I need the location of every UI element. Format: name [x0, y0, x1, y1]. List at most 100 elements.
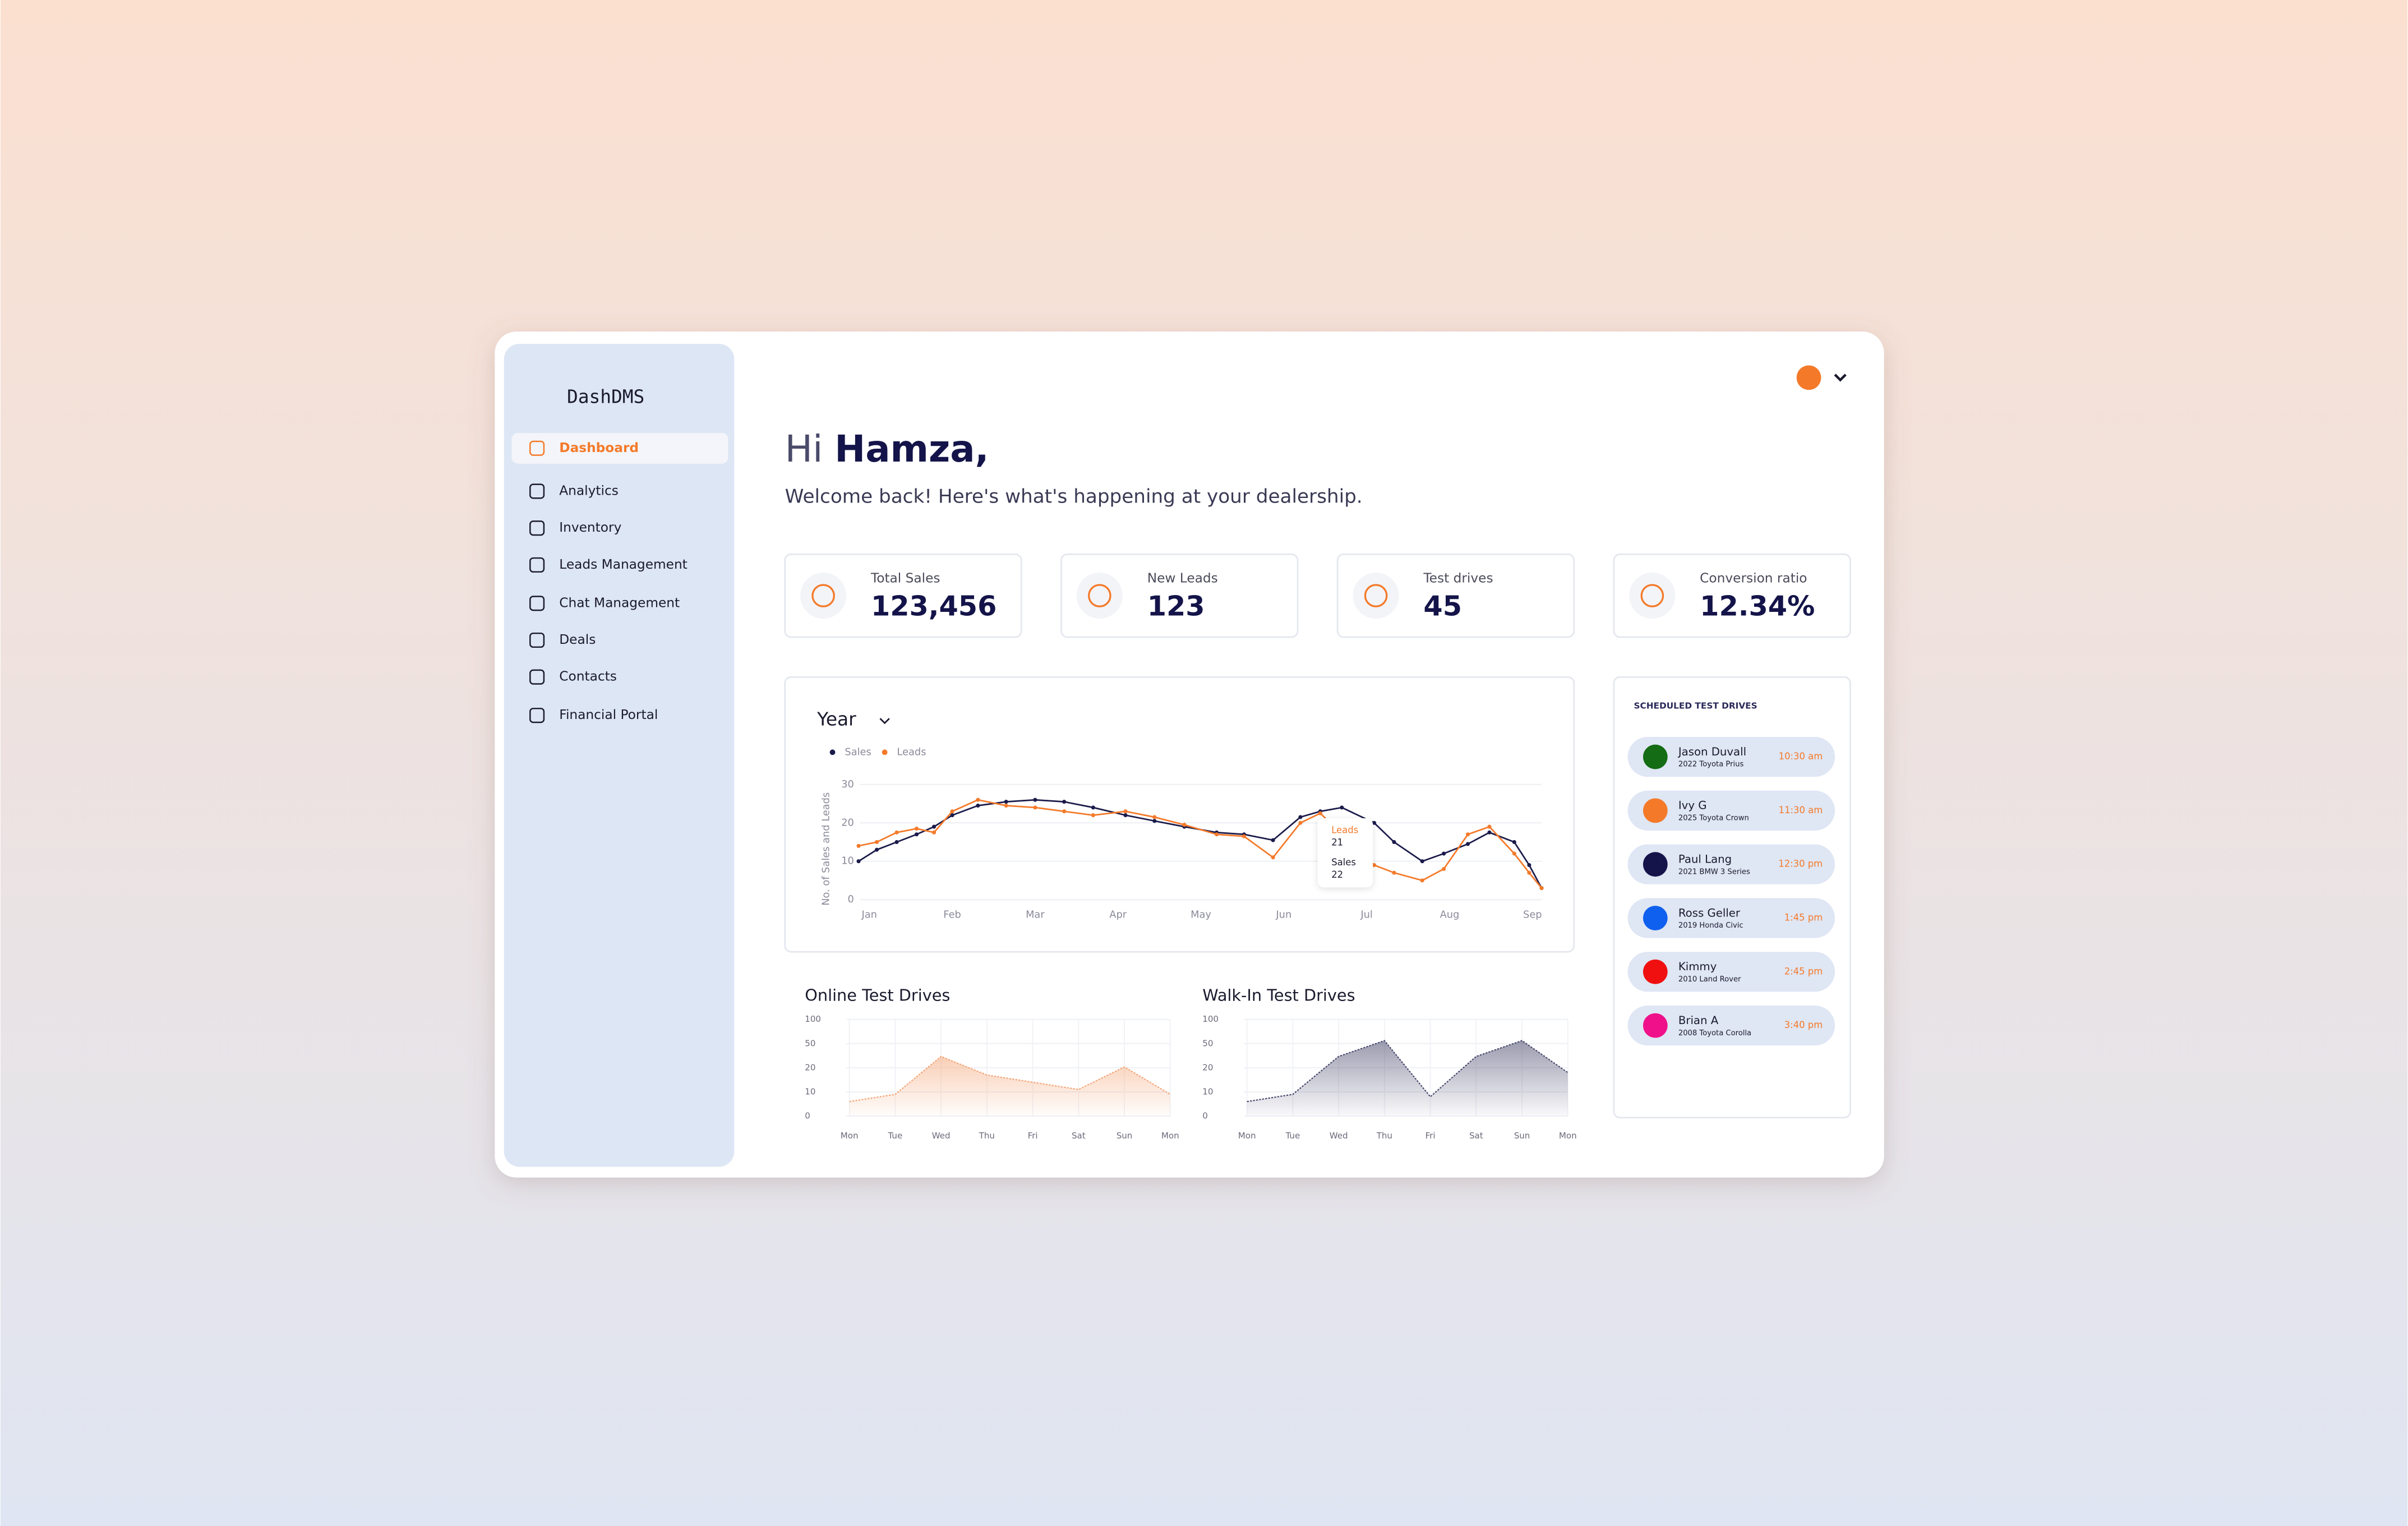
online-chart: Online Test Drives 0 10 20 50 100 Mon Tue Wed Thu… [805, 986, 1179, 1141]
schedule-item[interactable] [1627, 790, 1835, 831]
x-tick-label: Wed [1330, 1131, 1348, 1141]
schedule-car: 2010 Land Rover [1678, 975, 1741, 984]
profile-chevron[interactable] [1834, 374, 1847, 382]
schedule-item[interactable] [1627, 1006, 1835, 1046]
tooltip-name: Leads [1331, 824, 1358, 835]
schedule-item[interactable] [1627, 736, 1835, 777]
schedule-name: Brian A [1678, 1014, 1719, 1027]
data-point [894, 830, 899, 835]
nav-icon [529, 483, 545, 499]
data-point [1152, 819, 1157, 823]
x-tick-label: May [1191, 909, 1211, 921]
area-fill [849, 1056, 1170, 1117]
schedule-time: 3:40 pm [1784, 1020, 1823, 1030]
greeting-hi: Hi [785, 428, 823, 471]
data-point [914, 826, 919, 831]
avatar[interactable] [1796, 365, 1821, 390]
data-point [1215, 832, 1219, 837]
data-point [1442, 851, 1446, 856]
schedule-car: 2022 Toyota Prius [1678, 760, 1744, 769]
data-point [1004, 800, 1008, 804]
data-point [1271, 855, 1275, 860]
y-tick-label: 100 [805, 1014, 821, 1024]
x-tick-label: Feb [943, 909, 961, 921]
nav-item[interactable]: Leads Management [559, 557, 688, 572]
x-tick-label: Fri [1426, 1131, 1436, 1141]
y-tick-label: 10 [1202, 1086, 1213, 1096]
stat-icon-bg [1629, 573, 1676, 619]
schedule-item[interactable] [1627, 952, 1835, 992]
stat-value: 12.34% [1700, 590, 1815, 623]
schedule-car: 2025 Toyota Crown [1678, 814, 1749, 823]
x-tick-label: Apr [1109, 909, 1127, 921]
legend-dot [829, 749, 836, 755]
data-point [856, 843, 861, 848]
area-line [849, 1055, 1171, 1103]
stat-label: Test drives [1423, 571, 1493, 586]
data-point [1062, 809, 1067, 814]
nav-item[interactable]: Deals [559, 632, 596, 647]
schedule-dot [1643, 744, 1668, 769]
data-point [1487, 830, 1492, 835]
data-point [856, 859, 861, 864]
data-point [1465, 832, 1470, 837]
chart-title: Online Test Drives [805, 986, 950, 1005]
nav-icon [529, 632, 545, 648]
stat-value: 123 [1147, 590, 1205, 623]
data-point [931, 824, 937, 829]
x-tick-label: Sun [1514, 1131, 1530, 1141]
stat-label: New Leads [1147, 571, 1218, 586]
schedule-dot [1643, 959, 1668, 984]
data-point [1340, 805, 1344, 810]
x-tick-label: Jun [1275, 909, 1291, 921]
walkin-chart: Walk-In Test Drives 0 10 20 50 100 Mon Tue Wed Th… [1202, 986, 1576, 1141]
tooltip-value: 22 [1331, 869, 1343, 880]
data-point [950, 813, 954, 818]
schedule-name: Ivy G [1678, 799, 1707, 812]
x-tick-label: Mar [1026, 909, 1045, 921]
x-tick-label: Tue [888, 1131, 903, 1141]
nav-item[interactable]: Contacts [559, 669, 617, 684]
chart-title[interactable]: Year [816, 708, 856, 730]
schedule-item[interactable] [1627, 898, 1835, 938]
x-tick-label: Mon [1161, 1131, 1179, 1141]
dropdown-chevron[interactable] [879, 718, 890, 725]
x-tick-label: Mon [1238, 1131, 1256, 1141]
x-tick-label: Sat [1469, 1131, 1483, 1141]
nav-item[interactable]: Analytics [559, 483, 619, 498]
schedule-time: 1:45 pm [1784, 912, 1823, 923]
data-point [931, 830, 937, 835]
data-point [1392, 840, 1396, 845]
schedule-car: 2019 Honda Civic [1678, 921, 1743, 930]
stat-icon-bg [800, 573, 847, 619]
nav-icon [529, 708, 545, 723]
schedule-dot [1643, 852, 1668, 877]
x-tick-label: Aug [1440, 909, 1460, 921]
schedule-car: 2008 Toyota Corolla [1678, 1029, 1751, 1038]
nav-item[interactable]: Inventory [559, 520, 621, 535]
schedule-list: Jason Duvall 2022 Toyota Prius 10:30 am Ivy… [1627, 736, 1835, 1046]
data-point [1152, 815, 1157, 819]
nav-active-bg [511, 432, 728, 464]
x-tick-label: Mon [1559, 1131, 1577, 1141]
brand: DashDMS [567, 386, 644, 407]
x-tick-label: Tue [1285, 1131, 1300, 1141]
data-point [874, 847, 879, 852]
stat-icon [1640, 584, 1664, 607]
nav-icon [529, 557, 545, 573]
stat-label: Total Sales [870, 571, 940, 586]
data-point [1487, 824, 1492, 829]
nav-item[interactable]: Financial Portal [559, 707, 658, 722]
schedule-item[interactable] [1627, 844, 1835, 884]
data-point [1123, 809, 1128, 814]
data-point [1392, 870, 1396, 875]
nav-item[interactable]: Chat Management [559, 595, 680, 610]
data-point [874, 840, 879, 845]
y-tick-label: 10 [841, 855, 854, 867]
stat-card [784, 553, 1022, 638]
nav-item[interactable]: Dashboard [559, 440, 639, 455]
main-chart-card [784, 676, 1575, 953]
schedule-title: SCHEDULED TEST DRIVES [1634, 701, 1757, 711]
x-tick-label: Fri [1028, 1131, 1038, 1141]
